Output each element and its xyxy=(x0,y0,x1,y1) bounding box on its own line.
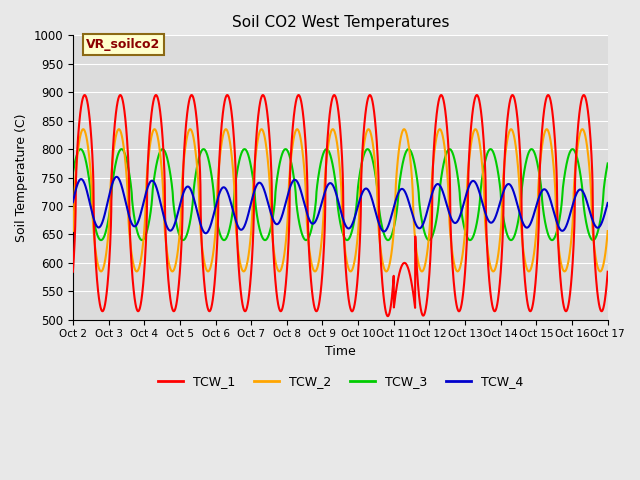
Line: TCW_4: TCW_4 xyxy=(73,177,608,233)
TCW_4 xyxy=(130,223,138,229)
TCW_2 xyxy=(274,267,282,273)
TCW_1 xyxy=(162,230,170,236)
TCW_1 xyxy=(594,291,602,297)
Legend: TCW_1, TCW_2, TCW_3, TCW_4: TCW_1, TCW_2, TCW_3, TCW_4 xyxy=(153,370,528,393)
Y-axis label: Soil Temperature (C): Soil Temperature (C) xyxy=(15,113,28,242)
TCW_2 xyxy=(593,263,601,269)
Text: VR_soilco2: VR_soilco2 xyxy=(86,38,161,51)
TCW_2 xyxy=(130,263,138,269)
TCW_1 xyxy=(274,300,282,306)
TCW_1 xyxy=(384,313,392,319)
TCW_3 xyxy=(536,174,543,180)
TCW_2 xyxy=(298,139,305,144)
TCW_2 xyxy=(596,268,604,274)
TCW_4 xyxy=(202,230,209,236)
Line: TCW_3: TCW_3 xyxy=(73,149,608,240)
TCW_3 xyxy=(528,146,536,152)
TCW_4 xyxy=(113,174,120,180)
Line: TCW_1: TCW_1 xyxy=(73,95,608,316)
Title: Soil CO2 West Temperatures: Soil CO2 West Temperatures xyxy=(232,15,449,30)
TCW_3 xyxy=(594,230,602,236)
TCW_4 xyxy=(298,190,305,196)
TCW_2 xyxy=(604,228,612,234)
TCW_1 xyxy=(604,269,612,275)
TCW_1 xyxy=(130,289,138,295)
TCW_3 xyxy=(162,150,170,156)
X-axis label: Time: Time xyxy=(325,345,356,358)
Line: TCW_2: TCW_2 xyxy=(73,129,608,271)
TCW_4 xyxy=(69,199,77,205)
TCW_1 xyxy=(298,98,305,104)
TCW_3 xyxy=(604,160,612,166)
TCW_1 xyxy=(69,269,77,275)
TCW_4 xyxy=(604,200,612,206)
TCW_4 xyxy=(162,221,170,227)
TCW_3 xyxy=(274,170,282,176)
TCW_2 xyxy=(162,237,170,242)
TCW_3 xyxy=(298,228,305,234)
TCW_4 xyxy=(594,225,602,231)
TCW_1 xyxy=(544,92,552,98)
TCW_2 xyxy=(579,126,586,132)
TCW_3 xyxy=(69,170,77,176)
TCW_1 xyxy=(536,168,543,174)
TCW_3 xyxy=(130,212,138,218)
TCW_3 xyxy=(548,237,556,243)
TCW_2 xyxy=(536,167,543,172)
TCW_4 xyxy=(536,192,544,198)
TCW_4 xyxy=(275,221,282,227)
TCW_2 xyxy=(69,228,77,234)
